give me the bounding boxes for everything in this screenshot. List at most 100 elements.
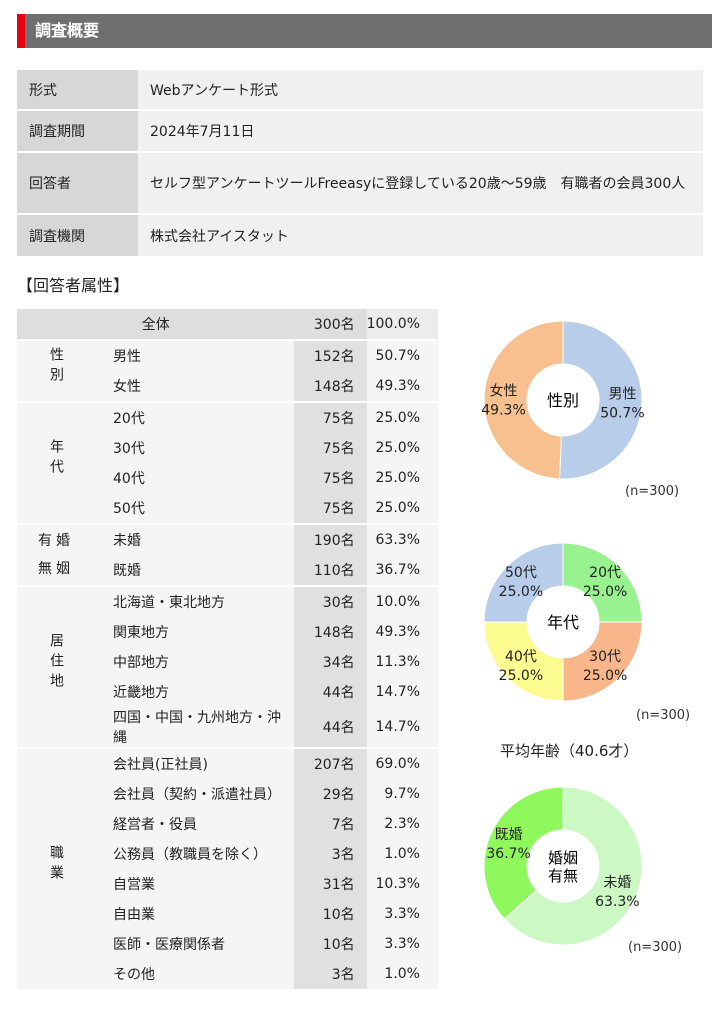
- row-count: 110名: [294, 555, 367, 586]
- row-label: 四国・中国・九州地方・沖縄: [95, 707, 295, 748]
- group-label: 性別: [17, 339, 95, 402]
- row-count: 207名: [294, 747, 367, 779]
- row-pct: 14.7%: [366, 707, 438, 748]
- row-label: 40代: [95, 463, 295, 493]
- table-row: 居住地 北海道・東北地方 30名 10.0%: [17, 585, 438, 748]
- row-pct: 25.0%: [366, 401, 438, 433]
- table-row: 40代 75名 25.0%: [17, 463, 438, 493]
- row-pct: 14.7%: [366, 677, 438, 707]
- row-pct: 3.3%: [366, 899, 438, 929]
- table-row: 医師・医療関係者 10名 3.3%: [17, 929, 438, 959]
- table-row: 既婚 110名 36.7%: [17, 555, 438, 586]
- slice-label: 20代: [589, 565, 621, 581]
- group-label-text: 居住地: [48, 632, 64, 693]
- overview-row: 調査機関 株式会社アイスタット: [17, 214, 703, 258]
- table-row: 中部地方 34名 11.3%: [17, 647, 438, 677]
- total-pct: 100.0%: [366, 309, 438, 340]
- attributes-table: 全体 300名 100.0% 性別 男性 152名 50.7% 女性 148名 49.3% 年代 20…: [17, 309, 438, 989]
- row-pct: 10.0%: [366, 585, 438, 617]
- row-label: 自営業: [95, 869, 295, 899]
- table-row: 公務員（教職員を除く） 3名 1.0%: [17, 839, 438, 869]
- table-row: 全体 300名 100.0%: [17, 309, 438, 340]
- row-label: 北海道・東北地方: [95, 585, 295, 617]
- slice-label: 女性: [490, 383, 518, 400]
- row-count: 75名: [294, 433, 367, 463]
- row-label: 関東地方: [95, 617, 295, 647]
- table-row: 30代 75名 25.0%: [17, 433, 438, 463]
- row-pct: 11.3%: [366, 647, 438, 677]
- slice-label: 50代: [505, 565, 537, 581]
- average-age: 平均年齢（40.6才）: [500, 742, 639, 760]
- row-pct: 63.3%: [366, 523, 438, 555]
- row-pct: 25.0%: [366, 463, 438, 493]
- attributes-title: 【回答者属性】: [17, 276, 130, 295]
- accent-bar: [17, 14, 25, 48]
- row-count: 75名: [294, 463, 367, 493]
- row-label: 男性: [95, 339, 295, 371]
- row-label: 経営者・役員: [95, 809, 295, 839]
- marital-donut-chart: 未婚 63.3% 既婚 36.7% 婚姻有無: [478, 784, 648, 958]
- row-pct: 69.0%: [366, 747, 438, 779]
- slice-value-label: 25.0%: [583, 584, 627, 600]
- table-row: 性別 男性 152名 50.7%: [17, 339, 438, 402]
- slice-value-label: 49.3%: [481, 403, 525, 419]
- donut-slice-30代: [562, 621, 643, 702]
- overview-value: 2024年7月11日: [138, 110, 703, 153]
- row-count: 190名: [294, 523, 367, 555]
- row-count: 148名: [294, 371, 367, 402]
- row-count: 34名: [294, 647, 367, 677]
- row-count: 31名: [294, 869, 367, 899]
- group-label: 職業: [17, 747, 95, 989]
- row-label: 女性: [95, 371, 295, 402]
- row-pct: 2.3%: [366, 809, 438, 839]
- table-row: 有婚無姻 未婚 190名 63.3%: [17, 523, 438, 586]
- slice-value-label: 25.0%: [583, 668, 627, 684]
- table-row: 女性 148名 49.3%: [17, 371, 438, 402]
- row-label: 30代: [95, 433, 295, 463]
- row-count: 10名: [294, 899, 367, 929]
- group-label: 年代: [17, 401, 95, 524]
- group-label-text: 有婚無姻: [38, 533, 74, 577]
- row-count: 44名: [294, 707, 367, 748]
- group-label-text: 職業: [48, 844, 64, 885]
- gender-donut-chart: 男性 50.7% 女性 49.3% 性別: [478, 318, 648, 492]
- donut-svg: 未婚 63.3% 既婚 36.7% 婚姻有無: [483, 786, 643, 946]
- row-label: 会社員（契約・派遣社員）: [95, 779, 295, 809]
- row-label: 未婚: [95, 523, 295, 555]
- donut-slice-既婚: [483, 786, 564, 920]
- row-label: その他: [95, 959, 295, 989]
- row-count: 44名: [294, 677, 367, 707]
- row-count: 10名: [294, 929, 367, 959]
- row-label: 会社員(正社員): [95, 747, 295, 779]
- row-count: 30名: [294, 585, 367, 617]
- table-row: 年代 20代 75名 25.0%: [17, 401, 438, 524]
- row-count: 3名: [294, 839, 367, 869]
- donut-slice-女性: [483, 320, 564, 480]
- row-count: 7名: [294, 809, 367, 839]
- slice-value-label: 25.0%: [499, 584, 543, 600]
- row-count: 3名: [294, 959, 367, 989]
- slice-value-label: 25.0%: [499, 668, 543, 684]
- overview-key: 回答者: [17, 152, 138, 215]
- overview-key: 調査機関: [17, 214, 138, 258]
- row-pct: 49.3%: [366, 371, 438, 402]
- group-label: 居住地: [17, 585, 95, 748]
- slice-label: 男性: [608, 386, 636, 402]
- row-count: 29名: [294, 779, 367, 809]
- row-pct: 3.3%: [366, 929, 438, 959]
- table-row: 四国・中国・九州地方・沖縄 44名 14.7%: [17, 707, 438, 748]
- group-label: 有婚無姻: [17, 523, 95, 586]
- gender-n-label: (n=300): [625, 484, 680, 499]
- row-label: 既婚: [95, 555, 295, 586]
- table-row: 自由業 10名 3.3%: [17, 899, 438, 929]
- age-n-label: (n=300): [636, 708, 691, 723]
- slice-label: 40代: [505, 649, 537, 665]
- overview-table: 形式 Webアンケート形式 調査期間 2024年7月11日 回答者 セルフ型アン…: [17, 70, 703, 258]
- total-label: 全体: [17, 309, 295, 340]
- donut-center-label: 婚姻有無: [548, 849, 578, 885]
- slice-value-label: 50.7%: [600, 405, 644, 421]
- overview-value: 株式会社アイスタット: [138, 214, 703, 258]
- table-row: 自営業 31名 10.3%: [17, 869, 438, 899]
- table-row: 関東地方 148名 49.3%: [17, 617, 438, 647]
- row-label: 50代: [95, 493, 295, 524]
